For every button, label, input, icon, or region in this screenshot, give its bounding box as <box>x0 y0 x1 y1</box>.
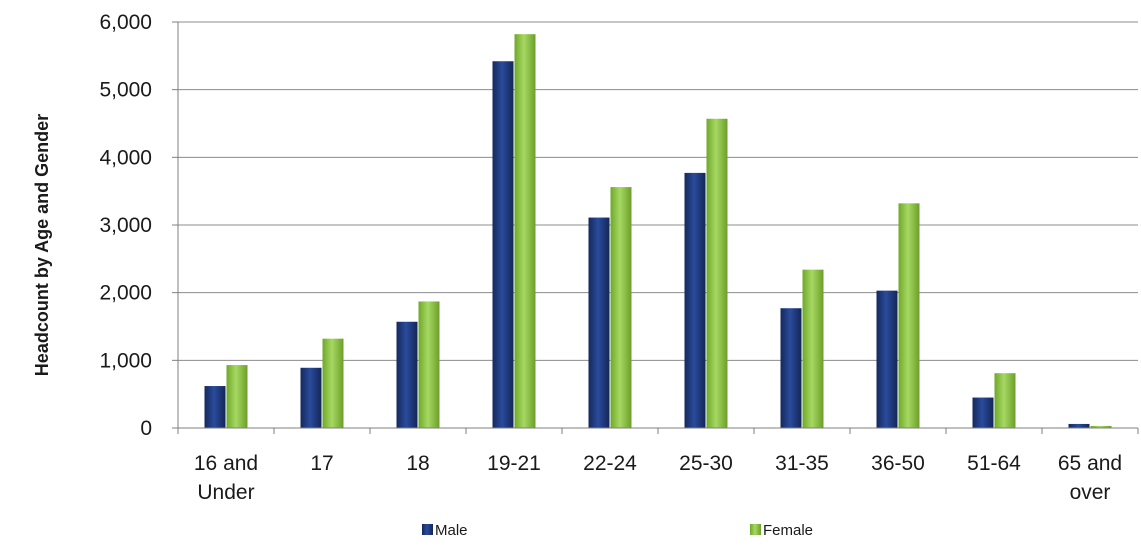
x-tick-label-line: 65 and <box>1058 452 1122 475</box>
x-tick-label: 18 <box>406 452 429 475</box>
x-tick-label-line: 17 <box>310 452 333 475</box>
y-tick-label: 3,000 <box>99 214 152 237</box>
x-tick-label-line: 19-21 <box>487 452 541 475</box>
x-tick-label-line: 31-35 <box>775 452 829 475</box>
bar-male <box>780 308 802 428</box>
bar-male <box>876 290 898 428</box>
bar-male <box>972 397 994 428</box>
x-tick-labels: 16 and Under 17 18 19-21 22-24 25-30 31-35 36-50… <box>194 452 1122 504</box>
x-tick-label: 51-64 <box>967 452 1021 475</box>
y-tick-label: 1,000 <box>99 349 152 372</box>
bar-male <box>588 217 610 428</box>
bar-female <box>802 269 824 428</box>
gridlines <box>178 21 1138 361</box>
bar-female <box>898 203 920 428</box>
x-tick-label: 22-24 <box>583 452 637 475</box>
legend-swatch-male <box>422 524 433 535</box>
x-tick-label: 36-50 <box>871 452 925 475</box>
y-axis-title: Headcount by Age and Gender <box>32 114 52 376</box>
bars <box>204 34 1112 429</box>
x-tick-label-line: 16 and <box>194 452 258 475</box>
x-tick-label: 25-30 <box>679 452 733 475</box>
bar-female <box>322 338 344 428</box>
x-tick-label-line: Under <box>197 481 254 504</box>
x-tick-label-line: 25-30 <box>679 452 733 475</box>
legend-label-male: Male <box>435 522 468 539</box>
legend-swatch-female <box>750 524 761 535</box>
y-tick-label: 0 <box>140 417 152 440</box>
bar-female <box>418 301 440 428</box>
bar-female <box>226 365 248 428</box>
x-tick-label-line: 22-24 <box>583 452 637 475</box>
y-tick-label: 5,000 <box>99 79 152 102</box>
x-tick-label-line: over <box>1070 481 1111 504</box>
bar-female <box>1090 425 1112 428</box>
bar-male <box>1068 423 1090 428</box>
y-tick-labels: 0 1,000 2,000 3,000 4,000 5,000 6,000 <box>99 11 152 440</box>
bar-male <box>492 61 514 428</box>
legend-label-female: Female <box>763 522 813 539</box>
x-tick-label-line: 18 <box>406 452 429 475</box>
bar-male <box>204 386 226 428</box>
bar-female <box>994 373 1016 428</box>
legend: Male Female <box>422 522 813 539</box>
x-tick-label: 19-21 <box>487 452 541 475</box>
y-tick-label: 4,000 <box>99 146 152 169</box>
x-tick-label: 65 and over <box>1058 452 1122 504</box>
x-tick-label: 16 and Under <box>194 452 258 504</box>
x-axis <box>172 21 1139 434</box>
bar-male <box>300 367 322 428</box>
x-tick-label-line: 36-50 <box>871 452 925 475</box>
y-tick-label: 6,000 <box>99 11 152 34</box>
bar-female <box>706 118 728 428</box>
bar-male <box>396 321 418 428</box>
bar-female <box>610 187 632 428</box>
bar-male <box>684 172 706 428</box>
x-tick-label: 31-35 <box>775 452 829 475</box>
y-tick-label: 2,000 <box>99 282 152 305</box>
bar-female <box>514 34 536 429</box>
x-tick-label: 17 <box>310 452 333 475</box>
x-tick-label-line: 51-64 <box>967 452 1021 475</box>
